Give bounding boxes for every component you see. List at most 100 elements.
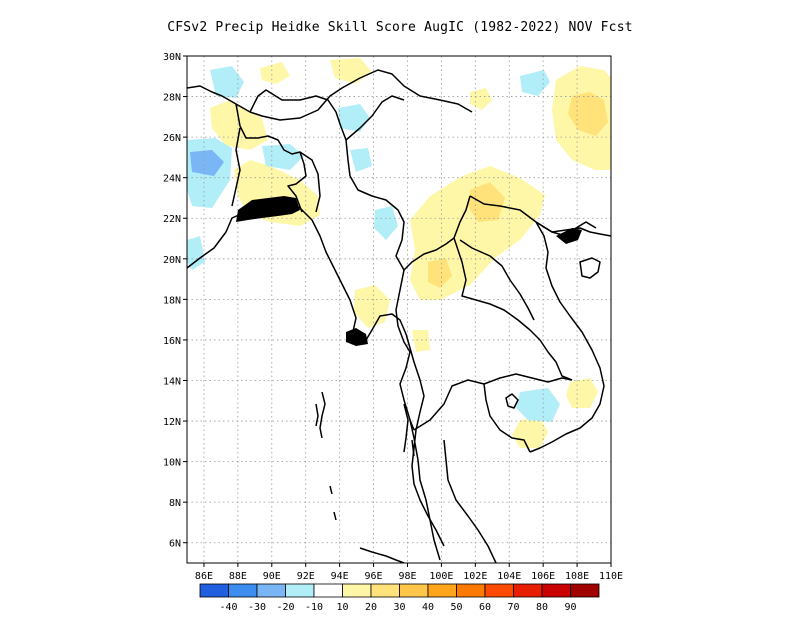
bangladesh-border xyxy=(235,103,307,213)
lon-tick-label: 88E xyxy=(229,571,247,582)
positive-skill-region xyxy=(470,88,492,110)
lon-tick-label: 102E xyxy=(463,571,487,582)
positive-skill-region xyxy=(412,330,430,352)
colorbar-label: -40 xyxy=(219,602,237,613)
positive-skill-core xyxy=(568,92,608,136)
lon-tick-label: 92E xyxy=(297,571,315,582)
colorbar-swatch xyxy=(541,583,571,598)
tonle-sap xyxy=(505,393,519,409)
tripura-border xyxy=(299,151,321,213)
sumatra-tip xyxy=(359,547,405,563)
thai-myanmar-border xyxy=(395,269,415,431)
colorbar-swatch xyxy=(285,583,315,598)
negative-skill-region xyxy=(350,148,372,172)
colorbar-swatch xyxy=(228,583,258,598)
lat-tick-label: 24N xyxy=(163,174,181,185)
positive-skill-region xyxy=(260,62,290,84)
lat-tick-label: 18N xyxy=(163,295,181,306)
myanmar-north-border xyxy=(345,95,405,141)
colorbar-label: 50 xyxy=(450,602,462,613)
colorbar-label: -30 xyxy=(248,602,266,613)
lat-tick-label: 10N xyxy=(163,458,181,469)
positive-skill-core xyxy=(468,182,505,222)
irrawaddy-delta xyxy=(346,328,368,346)
map-frame xyxy=(186,55,612,564)
colorbar-swatch xyxy=(456,583,486,598)
colorbar xyxy=(199,583,600,598)
negative-skill-region xyxy=(338,104,370,132)
colorbar-swatch xyxy=(570,583,600,598)
colorbar-label: 40 xyxy=(422,602,434,613)
lon-tick-label: 98E xyxy=(398,571,416,582)
lon-tick-label: 106E xyxy=(531,571,555,582)
andaman-islands xyxy=(319,391,326,439)
vietnam-coast xyxy=(529,221,605,453)
graticule xyxy=(187,56,611,563)
colorbar-swatch xyxy=(342,583,372,598)
gulf-of-thailand-coast xyxy=(413,379,531,453)
thai-west-coast xyxy=(409,419,441,561)
negative-skill-core xyxy=(190,150,224,176)
colorbar-swatch xyxy=(313,583,343,598)
northern-border xyxy=(187,69,473,121)
positive-skill-region xyxy=(512,418,548,448)
colorbar-label: 90 xyxy=(564,602,576,613)
positive-skill-region xyxy=(566,378,598,408)
colorbar-label: 20 xyxy=(365,602,377,613)
lat-tick-label: 8N xyxy=(169,498,181,509)
lat-tick-label: 16N xyxy=(163,336,181,347)
negative-skill-region xyxy=(187,236,205,270)
nicobar-islands xyxy=(329,485,337,521)
colorbar-labels: -40 -30 -20 -10 10 20 30 40 50 60 70 80 90 xyxy=(219,602,576,613)
lat-tick-label: 28N xyxy=(163,93,181,104)
lat-tick-label: 20N xyxy=(163,255,181,266)
colorbar-swatch xyxy=(370,583,400,598)
andaman-islands-2 xyxy=(315,403,319,427)
positive-skill-region xyxy=(354,285,390,328)
colorbar-swatch xyxy=(199,583,229,598)
mergui-archipelago xyxy=(403,403,415,457)
lat-tick-label: 14N xyxy=(163,376,181,387)
colorbar-label: 70 xyxy=(507,602,519,613)
lon-tick-label: 100E xyxy=(429,571,453,582)
longitude-axis: 86E 88E 90E 92E 94E 96E 98E 100E 102E 104E 106E 108… xyxy=(195,563,623,582)
colorbar-label: 60 xyxy=(479,602,491,613)
colorbar-swatch xyxy=(256,583,286,598)
hainan-island xyxy=(579,257,601,279)
map-title: CFSv2 Precip Heidke Skill Score AugIC (1… xyxy=(167,20,633,35)
lat-tick-label: 22N xyxy=(163,214,181,225)
negative-skill-region xyxy=(210,66,244,98)
laos-thai-border xyxy=(459,239,535,321)
mekong-delta xyxy=(556,228,582,244)
positive-skill-region xyxy=(330,58,372,84)
negative-skill-region xyxy=(374,206,398,240)
negative-skill-region xyxy=(516,388,560,422)
lon-tick-label: 90E xyxy=(263,571,281,582)
colorbar-swatch xyxy=(399,583,429,598)
colorbar-label: 30 xyxy=(393,602,405,613)
sundarbans-delta xyxy=(236,196,300,222)
negative-skill-region xyxy=(520,70,550,96)
laos-north-border xyxy=(453,237,573,381)
malay-peninsula xyxy=(443,439,497,563)
lon-tick-label: 110E xyxy=(599,571,623,582)
colorbar-label: 80 xyxy=(536,602,548,613)
delta-coastline-detail xyxy=(236,196,582,346)
lon-tick-label: 108E xyxy=(565,571,589,582)
colorbar-swatch xyxy=(484,583,514,598)
lon-tick-label: 94E xyxy=(331,571,349,582)
ne-india-border xyxy=(249,89,351,177)
latitude-axis: 6N 8N 10N 12N 14N 16N 18N 20N 22N 24N 26N 28N 30N xyxy=(163,52,187,550)
colorbar-label: 10 xyxy=(336,602,348,613)
lat-tick-label: 30N xyxy=(163,52,181,63)
lat-tick-label: 12N xyxy=(163,417,181,428)
lat-tick-label: 6N xyxy=(169,539,181,550)
positive-skill-core xyxy=(428,258,452,288)
bay-of-bengal-coast xyxy=(187,201,445,547)
cambodia-border xyxy=(483,373,573,385)
lon-tick-label: 104E xyxy=(497,571,521,582)
india-bangladesh-inner xyxy=(231,127,241,207)
colorbar-swatch xyxy=(427,583,457,598)
colorbar-label: -10 xyxy=(305,602,323,613)
